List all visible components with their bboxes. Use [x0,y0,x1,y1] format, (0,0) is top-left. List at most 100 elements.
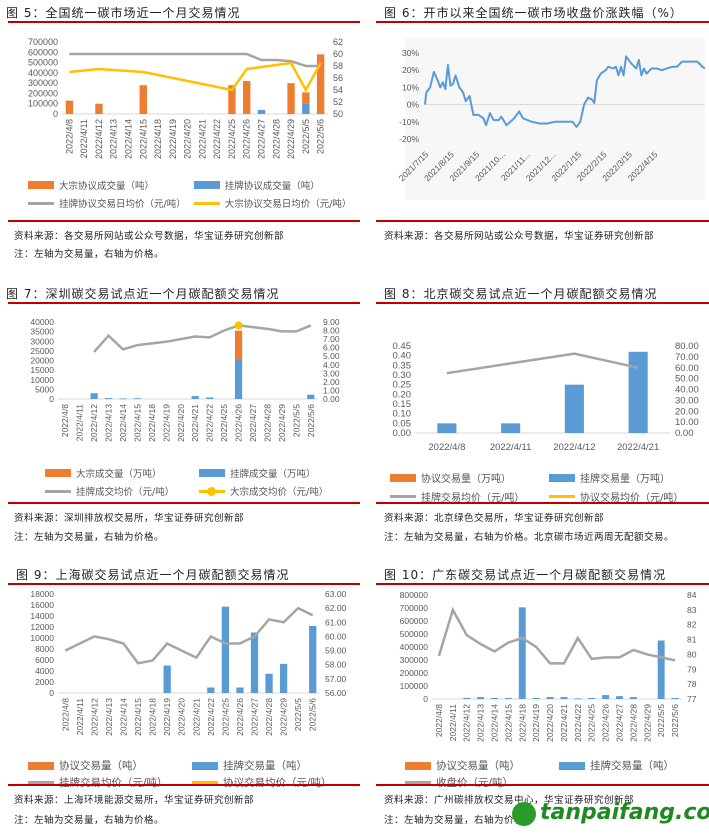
right-tick-label: 1.00 [323,385,340,395]
fig8-chart: 0.000.050.100.150.200.250.300.350.400.45… [393,341,699,453]
left-tick-label: 200000 [400,668,429,678]
right-tick-label: 78 [687,679,697,689]
left-tick-label: 0.30 [393,370,412,381]
legend-label: 大宗协议成交量（吨） [59,181,155,192]
left-tick-label: 18000 [30,589,54,599]
fig7-note: 注：左轴为交易量，右轴为价格。 [14,532,165,543]
x-tick-label: 2022/4/8 [434,704,444,737]
x-tick-label: 2022/4/29 [277,404,287,442]
fig9-title: 图 9：上海碳交易试点近一个月碳配额交易情况 [16,568,290,582]
x-tick-label: 2022/4/25 [219,404,229,442]
bar [477,697,485,699]
bar [309,625,317,693]
x-tick-label: 2022/4/29 [642,704,652,742]
left-tick-label: 200000 [28,88,58,98]
right-tick-label: 52 [333,97,343,107]
left-tick-label: 10000 [30,375,54,385]
right-tick-label: 50 [333,109,343,119]
x-tick-label: 2022/4/15 [503,704,513,742]
legend-label: 协议交易均价（元/吨） [223,777,332,789]
fig9-bottom-rule [8,784,360,786]
fig7-top-rule [8,302,360,304]
x-tick-label: 2022/4/26 [242,119,252,159]
fig9-note: 注：左轴为交易量，右轴为价格。 [14,815,165,826]
x-tick-label: 2022/4/14 [490,704,500,742]
right-tick-label: 54 [333,85,343,95]
x-tick-label: 2022/4/18 [517,704,527,742]
series-line [69,61,322,93]
x-tick-label: 2022/4/20 [545,704,555,742]
x-tick-label: 2022/4/27 [615,704,625,742]
x-tick-label: 2022/4/13 [104,698,114,736]
bar [234,330,243,360]
bar [307,394,315,399]
bar [139,85,147,114]
right-tick-label: 83 [687,605,697,615]
x-tick-label: 2022/4/14 [124,119,134,159]
fig6-source: 资料来源：各交易所网站或公众号数据，华宝证券研究创新部 [384,231,655,242]
series-line [64,606,314,665]
x-tick-label: 2022/4/8 [64,119,74,154]
x-tick-label: 2022/4/11 [75,404,85,441]
fig9-chart: 0200040006000800010000120001400016000180… [30,589,346,736]
right-tick-label: 58 [333,61,343,71]
bar [234,359,243,399]
bar [257,109,266,114]
bar [133,398,142,400]
fig5-source: 资料来源：各交易所网站或公众号数据，华宝证券研究创新部 [14,231,285,242]
x-tick-label: 2022/5/5 [301,119,311,154]
bar [657,640,665,699]
x-tick-label: 2022/4/8 [428,442,465,453]
x-tick-label: 2022/4/12 [462,704,472,742]
legend-label: 协议交易量（吨） [59,760,143,772]
bar [560,697,568,699]
watermark-logo-icon [512,802,536,826]
x-tick-label: 2022/5/5 [293,698,303,731]
right-tick-label: 84 [687,590,697,600]
bar [501,423,521,433]
bar [316,54,325,114]
fig5-bottom-rule [8,220,360,222]
right-tick-label: 3.00 [323,368,340,378]
x-tick-label: 2022/4/18 [148,698,158,736]
legend-label: 协议交易均价（元/吨） [580,493,684,504]
x-tick-label: 2022/4/26 [234,404,244,442]
y-tick-label: -10% [399,117,419,127]
right-tick-label: 59.00 [325,646,347,656]
left-tick-label: 0.00 [393,428,412,439]
legend-swatch-blue [199,469,225,477]
right-tick-label: 20.00 [675,406,699,417]
bar [437,423,457,433]
left-tick-label: 30000 [30,336,54,346]
legend-swatch-orange [28,761,54,770]
x-tick-label: 2022/4/12 [553,442,595,453]
left-tick-label: 0.15 [393,399,412,410]
fig8-note: 注：左轴为交易量，右轴为价格。北京碳市场近两周无配额交易。 [384,532,675,543]
right-tick-label: 61.00 [325,617,347,627]
x-tick-label: 2022/4/27 [248,404,258,442]
bar [588,697,596,699]
fig5-chart: 0100000200000300000400000500000600000700… [28,37,343,159]
x-tick-label: 2022/4/26 [235,698,245,736]
x-tick-label: 2022/4/21 [617,442,659,453]
fig8-top-rule [376,302,709,304]
bar [628,351,648,433]
left-tick-label: 100000 [28,99,58,109]
legend-label: 协议交易量（吨） [436,760,520,772]
x-tick-label: 2022/5/5 [656,704,666,737]
fig10-title: 图 10：广东碳交易试点近一个月碳配额交易情况 [384,568,667,582]
legend-line-gray [28,781,54,784]
x-tick-label: 2022/4/19 [161,404,171,442]
legend-label: 挂牌交易均价（元/吨） [59,777,168,789]
bar [504,697,512,699]
x-tick-label: 2022/4/14 [118,404,128,442]
series-line [93,324,312,353]
x-tick-label: 2022/5/6 [306,404,316,437]
left-tick-label: 10000 [30,633,54,643]
plot-background [405,38,705,200]
bar [616,696,623,699]
fig6-title: 图 6：开市以来全国统一碳市场收盘价涨跌幅（%） [384,6,683,20]
fig7-chart: 0500010000150002000025000300003500040000… [30,317,339,442]
fig6-bottom-rule [376,220,709,222]
left-tick-label: 0 [49,394,54,404]
